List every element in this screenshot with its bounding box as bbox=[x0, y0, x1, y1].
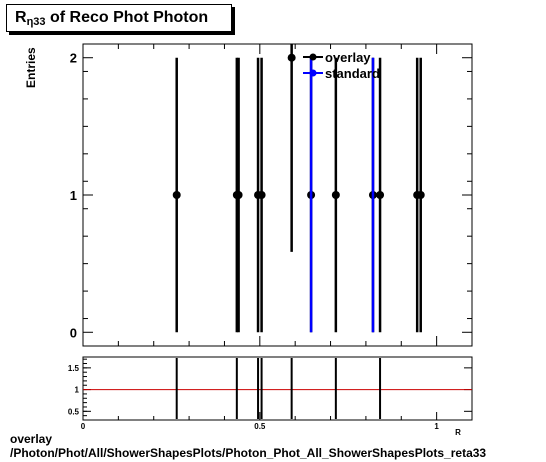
ratio-y-tick-label: 0.5 bbox=[68, 407, 80, 416]
footer: overlay /Photon/Phot/All/ShowerShapesPlo… bbox=[10, 432, 486, 460]
chart-title: Rη33 of Reco Phot Photon bbox=[6, 4, 232, 32]
overlay-point bbox=[234, 191, 243, 199]
y-tick-label: 0 bbox=[70, 325, 77, 340]
y-tick-label: 2 bbox=[70, 51, 77, 66]
legend-marker-standard bbox=[309, 69, 317, 77]
overlay-point bbox=[416, 191, 425, 199]
ratio-x-tick-label: 1 bbox=[434, 422, 439, 431]
legend-label-standard: standard bbox=[325, 66, 380, 81]
series-overlay bbox=[172, 44, 425, 333]
footer-line-1: overlay bbox=[10, 432, 53, 446]
ratio-plot-frame bbox=[82, 356, 473, 421]
overlay-point bbox=[331, 191, 340, 199]
series-standard bbox=[309, 57, 375, 333]
overlay-point bbox=[257, 191, 266, 199]
title-rest: of Reco Phot Photon bbox=[45, 9, 209, 26]
legend-marker-overlay bbox=[309, 53, 317, 61]
y-tick-label: 1 bbox=[70, 188, 77, 203]
ratio-x-tick-label: 0.5 bbox=[254, 422, 266, 431]
ratio-y-tick-label: 1 bbox=[75, 386, 80, 395]
title-subscript: η33 bbox=[26, 16, 46, 28]
title-main: R bbox=[15, 9, 27, 26]
legend-label-overlay: overlay bbox=[325, 50, 371, 65]
overlay-point bbox=[376, 191, 385, 199]
overlay-point bbox=[287, 53, 296, 62]
x-axis-label: R bbox=[455, 428, 461, 437]
footer-line-2: /Photon/Phot/All/ShowerShapesPlots/Photo… bbox=[10, 446, 487, 460]
ratio-x-tick-label: 0 bbox=[81, 422, 86, 431]
overlay-point bbox=[172, 191, 181, 199]
ratio-y-tick-label: 1.5 bbox=[68, 364, 80, 373]
